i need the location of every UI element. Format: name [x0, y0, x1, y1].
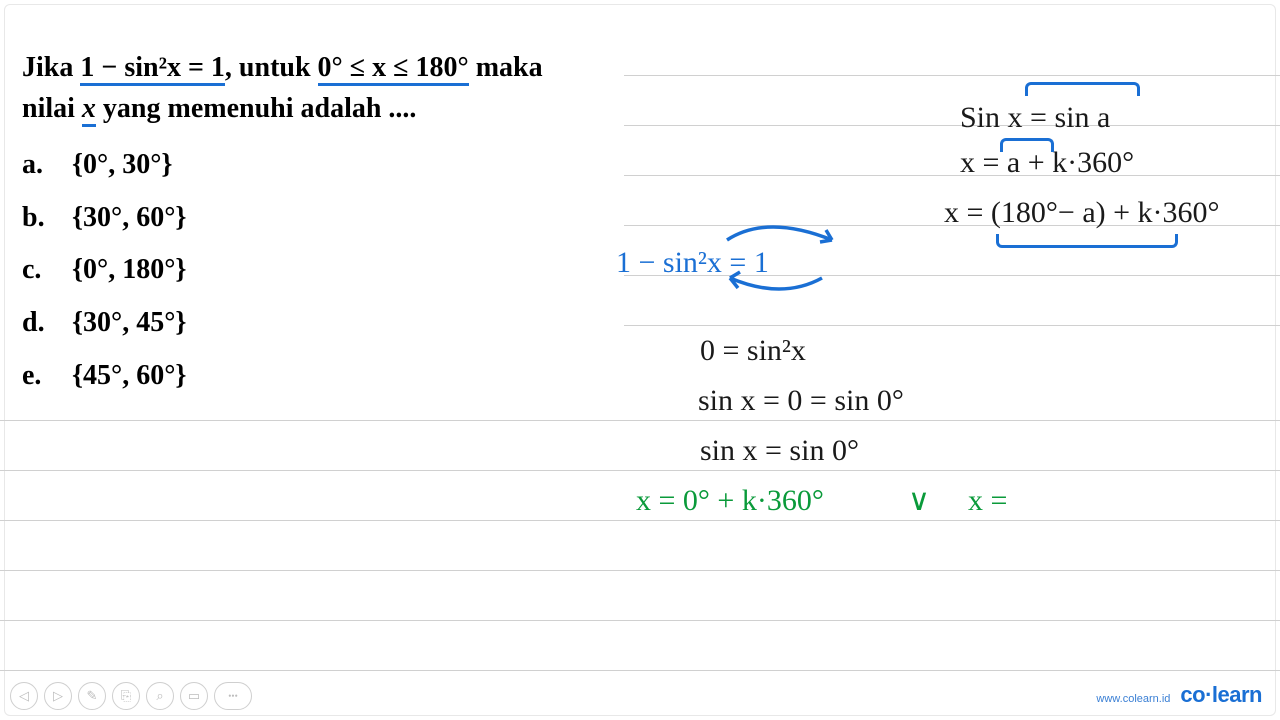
bracket-top-icon	[1025, 82, 1140, 96]
bracket-bottom-icon	[996, 234, 1178, 248]
formula-identity2: x = (180°− a) + k·360°	[944, 190, 1220, 235]
more-icon: •••	[228, 691, 237, 701]
work-step5-left: x = 0° + k·360°	[636, 478, 824, 523]
screen-icon: ▭	[188, 688, 200, 704]
copy-icon: ⎘	[121, 688, 131, 704]
pen-button[interactable]: ✎	[78, 682, 106, 710]
question-stem: Jika 1 − sin²x = 1, untuk 0° ≤ x ≤ 180° …	[22, 48, 582, 129]
next-icon: ▷	[53, 688, 63, 704]
q-var: x	[82, 93, 96, 127]
q-text: maka	[469, 52, 543, 83]
formula-line1: Sin x = sin a	[960, 95, 1134, 140]
zoom-icon: ⌕	[156, 688, 163, 704]
option-text: {0°, 180°}	[72, 250, 186, 291]
formula-line3: x = (180°− a) + k·360°	[944, 190, 1220, 235]
work-step3: sin x = 0 = sin 0°	[698, 378, 904, 423]
option-text: {30°, 45°}	[72, 303, 186, 344]
work-step4: sin x = sin 0°	[700, 428, 859, 473]
option-d: d. {30°, 45°}	[22, 303, 582, 344]
more-button[interactable]: •••	[214, 682, 252, 710]
work-step2: 0 = sin²x	[700, 328, 806, 373]
prev-icon: ◁	[19, 688, 29, 704]
pen-icon: ✎	[87, 688, 98, 704]
option-text: {0°, 30°}	[72, 145, 172, 186]
option-label: d.	[22, 303, 50, 344]
work-step5-or: ∨	[908, 478, 930, 523]
swap-arrows-icon	[672, 216, 852, 294]
q-text: yang memenuhi adalah ....	[96, 93, 417, 124]
option-label: b.	[22, 198, 50, 239]
option-a: a. {0°, 30°}	[22, 145, 582, 186]
zoom-button[interactable]: ⌕	[146, 682, 174, 710]
option-text: {30°, 60°}	[72, 198, 186, 239]
prev-button[interactable]: ◁	[10, 682, 38, 710]
question-block: Jika 1 − sin²x = 1, untuk 0° ≤ x ≤ 180° …	[22, 48, 582, 396]
bracket-top-small-icon	[1000, 138, 1054, 152]
brand: www.colearn.id co·learn	[1096, 682, 1262, 708]
q-range: 0° ≤ x ≤ 180°	[318, 52, 469, 86]
player-controls: ◁ ▷ ✎ ⎘ ⌕ ▭ •••	[10, 682, 252, 710]
q-text: nilai	[22, 93, 82, 124]
copy-button[interactable]: ⎘	[112, 682, 140, 710]
q-text: , untuk	[225, 52, 318, 83]
options: a. {0°, 30°} b. {30°, 60°} c. {0°, 180°} d.…	[22, 145, 582, 396]
option-label: c.	[22, 250, 50, 291]
option-label: a.	[22, 145, 50, 186]
option-e: e. {45°, 60°}	[22, 356, 582, 397]
next-button[interactable]: ▷	[44, 682, 72, 710]
work-step5-right: x =	[968, 478, 1007, 523]
option-text: {45°, 60°}	[72, 356, 186, 397]
option-b: b. {30°, 60°}	[22, 198, 582, 239]
q-text: Jika	[22, 52, 80, 83]
screen-button[interactable]: ▭	[180, 682, 208, 710]
brand-logo: co·learn	[1180, 682, 1262, 708]
option-c: c. {0°, 180°}	[22, 250, 582, 291]
brand-url: www.colearn.id	[1096, 693, 1170, 705]
option-label: e.	[22, 356, 50, 397]
q-equation: 1 − sin²x = 1	[80, 52, 225, 86]
